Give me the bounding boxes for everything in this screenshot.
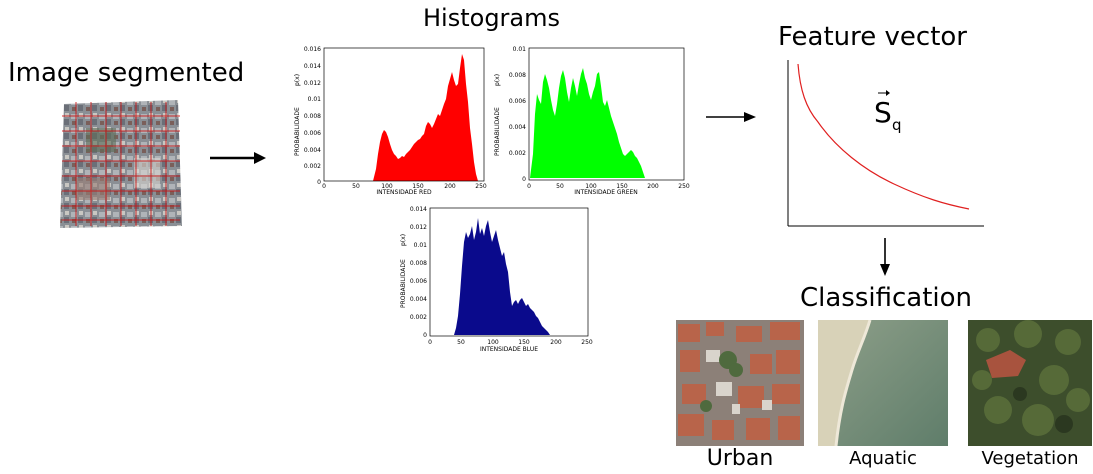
green-xtick: 250 [678,183,690,190]
red-xtick: 150 [412,183,424,190]
blue-xtick: 150 [518,339,530,346]
feature-vector-plot: S q [787,60,984,227]
green-xtick: 50 [556,183,564,190]
red-ytick: 0.014 [304,63,321,70]
green-ytick: 0.01 [513,46,527,53]
green-histogram: PROBABILIDADE p(x) 0.01 0.008 0.006 0.00… [494,46,690,196]
blue-xtick: 100 [487,339,499,346]
blue-ytick: 0.008 [410,260,427,267]
image-segmented-title: Image segmented [8,58,245,88]
blue-xtick: 250 [581,339,593,346]
red-ytick: 0.006 [304,130,321,137]
red-xtick: 50 [352,183,360,190]
blue-xtick: 50 [457,339,465,346]
down-arrow-icon [880,238,890,276]
right-arrow-icon [706,112,756,122]
green-xtick: 100 [585,183,597,190]
red-ytick: 0.016 [304,46,321,53]
green-ytick: 0.002 [509,150,526,157]
green-ytick: 0.006 [509,98,526,105]
red-ytick: 0.004 [304,147,321,154]
class-label-urban: Urban [706,446,774,471]
green-ytick: 0.004 [509,124,526,131]
green-pxlabel: p(x) [494,74,501,86]
red-ytick: 0.002 [304,163,321,170]
vegetation-photo [968,320,1092,446]
blue-ytick: 0 [423,332,427,339]
blue-ytick: 0.006 [410,278,427,285]
blue-ytick: 0.012 [410,224,427,231]
red-xtick: 250 [475,183,487,190]
red-ytick: 0.008 [304,113,321,120]
green-xtick: 150 [616,183,628,190]
red-xtick: 0 [322,183,326,190]
red-ytick: 0.012 [304,80,321,87]
classification-title: Classification [800,283,973,313]
feature-curve [797,63,970,210]
red-ytick: 0 [317,179,321,186]
green-ytick: 0.008 [509,72,526,79]
blue-ytick: 0.014 [410,206,427,213]
red-ylabel: PROBABILIDADE [294,107,301,156]
feature-vector-title: Feature vector [778,22,967,52]
green-ytick: 0 [522,176,526,183]
red-histogram: PROBABILIDADE p(x) 0.016 0.014 0.012 0.0… [294,46,487,196]
segmented-image [60,100,182,228]
red-xtick: 200 [444,183,456,190]
blue-pxlabel: p(x) [400,234,407,246]
histograms-title: Histograms [423,4,561,32]
class-label-aquatic: Aquatic [849,448,917,469]
blue-xlabel: INTENSIDADE BLUE [480,346,538,353]
blue-histogram: PROBABILIDADE p(x) 0.014 0.012 0.01 0.00… [400,206,593,353]
blue-ytick: 0.01 [414,242,428,249]
blue-xtick: 0 [428,339,432,346]
green-xtick: 200 [647,183,659,190]
feature-symbol: S [874,96,892,129]
right-arrow-icon [210,152,266,164]
green-xtick: 0 [527,183,531,190]
green-ylabel: PROBABILIDADE [494,107,501,156]
red-pxlabel: p(x) [294,74,301,86]
blue-xtick: 200 [550,339,562,346]
green-xlabel: INTENSIDADE GREEN [574,189,638,196]
urban-photo [676,320,804,446]
aquatic-photo [818,320,948,446]
blue-ytick: 0.004 [410,296,427,303]
red-ytick: 0.01 [308,96,322,103]
blue-ylabel: PROBABILIDADE [400,259,407,308]
class-label-vegetation: Vegetation [981,448,1079,469]
blue-ytick: 0.002 [410,314,427,321]
feature-subscript: q [892,116,902,134]
red-xtick: 100 [381,183,393,190]
red-xlabel: INTENSIDADE RED [376,189,432,196]
